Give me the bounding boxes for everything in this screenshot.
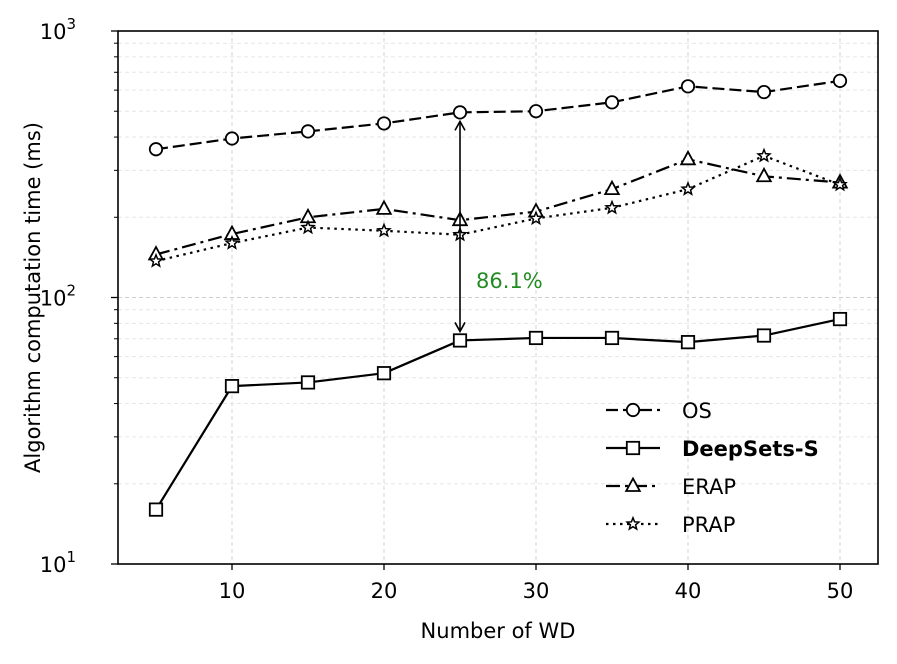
data-point-deepsets-s (376, 366, 392, 381)
data-point-prap (756, 147, 772, 163)
data-point-deepsets-s (224, 379, 240, 394)
data-point-erap (679, 149, 697, 166)
data-point-prap (528, 210, 544, 226)
annotation: 86.1% (454, 119, 543, 334)
x-axis-label: Number of WD (421, 619, 576, 643)
x-tick-label: 50 (827, 579, 854, 603)
y-tick-label: 103 (40, 15, 76, 44)
data-point-prap (148, 252, 164, 268)
axis-ticks: 10 20 30 40 50 101 102 103 (40, 15, 854, 603)
data-point-prap (604, 199, 620, 215)
data-point-os (300, 124, 316, 139)
data-point-os (224, 131, 240, 146)
annotation-label: 86.1% (476, 269, 543, 293)
data-point-os (148, 142, 164, 157)
data-point-deepsets-s (832, 311, 848, 327)
data-point-deepsets-s (756, 328, 772, 343)
data-point-deepsets-s (680, 335, 696, 350)
legend-marker-os (625, 402, 641, 418)
legend: OS DeepSets-S ERAP PRAP (606, 399, 819, 537)
series-line-erap (155, 158, 841, 256)
y-tick-label: 101 (40, 548, 76, 577)
data-point-deepsets-s (604, 330, 620, 346)
data-point-deepsets-s (148, 502, 164, 517)
x-tick-label: 10 (219, 579, 246, 603)
data-point-os (452, 105, 468, 120)
data-point-erap (755, 166, 773, 183)
series-line-os (155, 79, 841, 151)
data-point-erap (603, 179, 621, 196)
data-point-os (376, 116, 392, 131)
data-point-prap (300, 219, 316, 235)
x-tick-label: 20 (371, 579, 398, 603)
series-line-prap (155, 154, 841, 263)
legend-label-deepsets-s: DeepSets-S (682, 437, 819, 461)
y-axis-label: Algorithm computation time (ms) (21, 122, 45, 473)
data-point-prap (680, 180, 696, 196)
data-point-os (756, 84, 772, 100)
data-point-os (832, 73, 848, 88)
grid (118, 31, 878, 564)
data-point-prap (376, 222, 392, 238)
series-line-deepsets-s (155, 317, 841, 511)
data-point-deepsets-s (452, 333, 468, 348)
data-point-deepsets-s (300, 375, 316, 390)
legend-label-erap: ERAP (682, 475, 736, 499)
legend-label-prap: PRAP (682, 513, 735, 537)
annotation-arrow-head-down (454, 322, 466, 334)
plot-area (147, 73, 849, 517)
legend-marker-erap (624, 476, 642, 492)
annotation-arrow-head-up (454, 119, 466, 131)
data-point-prap (224, 234, 240, 250)
data-point-os (528, 104, 544, 119)
y-tick-label: 102 (40, 282, 76, 311)
legend-marker-prap (625, 515, 641, 531)
data-point-os (604, 95, 620, 110)
x-tick-label: 40 (675, 579, 702, 603)
data-point-erap (375, 199, 393, 215)
legend-label-os: OS (682, 399, 712, 423)
data-point-deepsets-s (528, 330, 544, 346)
data-point-prap (832, 176, 848, 192)
legend-marker-deepsets-s (625, 440, 641, 456)
x-tick-label: 30 (523, 579, 550, 603)
data-point-os (680, 79, 696, 94)
